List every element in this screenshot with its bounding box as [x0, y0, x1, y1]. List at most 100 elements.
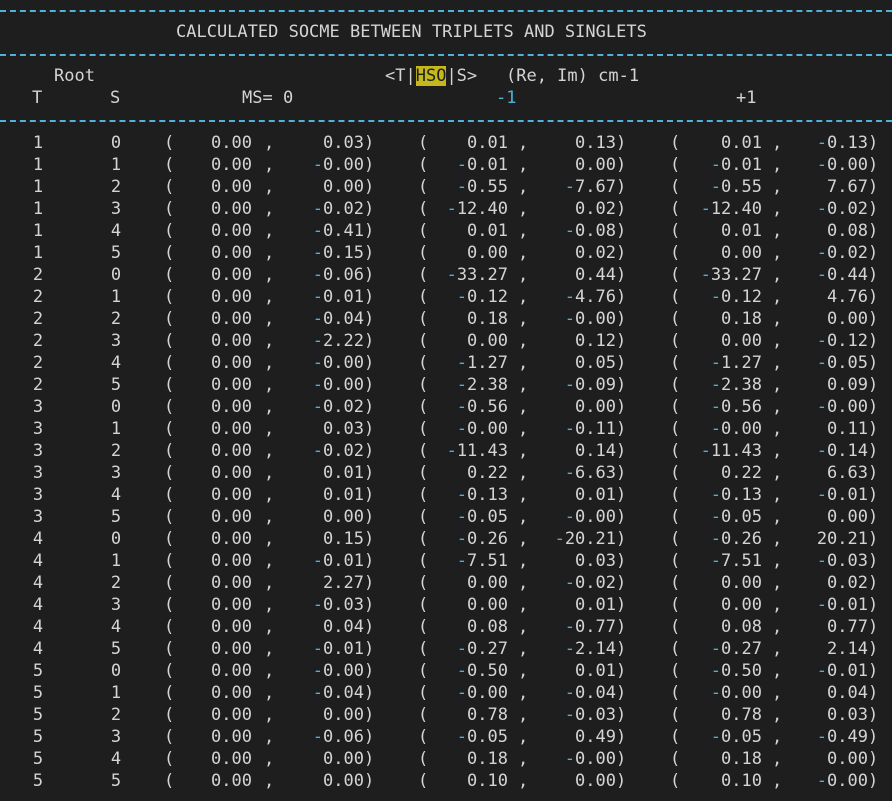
table-row: 1 2 (0.00, 0.00) (-0.55, -7.67) (-0.55, 7.67) [0, 176, 892, 198]
value-cell: -0.00 [710, 683, 762, 703]
triplet-root-cell: 2 [32, 331, 44, 351]
open-paren: ( [164, 507, 175, 527]
value-cell: 0.00 [323, 705, 364, 725]
close-paren: ) [616, 771, 627, 791]
open-paren: ( [164, 353, 175, 373]
open-paren: ( [164, 177, 175, 197]
open-paren: ( [670, 199, 681, 219]
open-paren: ( [418, 639, 429, 659]
value-cell: -0.09 [564, 375, 616, 395]
ms0-header: MS= 0 [242, 88, 294, 108]
table-row: 2 0 (0.00, -0.06) (-33.27, 0.44) (-33.27, -0.44… [0, 264, 892, 286]
singlet-root-cell: 5 [110, 507, 122, 527]
comma: , [772, 683, 783, 703]
open-paren: ( [418, 595, 429, 615]
value-cell: -1.27 [710, 353, 762, 373]
close-paren: ) [868, 133, 879, 153]
open-paren: ( [164, 617, 175, 637]
comma: , [772, 375, 783, 395]
value-cell: 0.00 [211, 177, 252, 197]
comma: , [518, 507, 529, 527]
open-paren: ( [670, 661, 681, 681]
comma: , [772, 507, 783, 527]
value-cell: -33.27 [700, 265, 762, 285]
close-paren: ) [616, 727, 627, 747]
open-paren: ( [418, 749, 429, 769]
comma: , [518, 133, 529, 153]
open-paren: ( [418, 419, 429, 439]
value-cell: 0.01 [323, 485, 364, 505]
comma: , [772, 749, 783, 769]
comma: , [518, 155, 529, 175]
open-paren: ( [164, 705, 175, 725]
comma: , [264, 375, 275, 395]
open-paren: ( [418, 705, 429, 725]
open-paren: ( [418, 221, 429, 241]
table-row: 5 0 (0.00, -0.00) (-0.50, 0.01) (-0.50, -0.01) [0, 660, 892, 682]
comma: , [772, 419, 783, 439]
value-cell: -2.22 [312, 331, 364, 351]
triplet-root-cell: 5 [32, 661, 44, 681]
value-cell: 0.08 [467, 617, 508, 637]
comma: , [772, 397, 783, 417]
table-row: 4 0 (0.00, 0.15) (-0.26, -20.21) (-0.26, 20.21) [0, 528, 892, 550]
value-cell: -0.56 [456, 397, 508, 417]
value-cell: -0.00 [816, 155, 868, 175]
value-cell: 0.13 [575, 133, 616, 153]
triplet-root-cell: 2 [32, 309, 44, 329]
comma: , [518, 309, 529, 329]
table-row: 3 3 (0.00, 0.01) (0.22, -6.63) (0.22, 6.63) [0, 462, 892, 484]
comma: , [264, 397, 275, 417]
close-paren: ) [868, 243, 879, 263]
value-cell: 0.00 [467, 573, 508, 593]
close-paren: ) [868, 375, 879, 395]
value-cell: -0.01 [816, 485, 868, 505]
comma: , [772, 485, 783, 505]
open-paren: ( [164, 287, 175, 307]
value-cell: 0.03 [827, 705, 868, 725]
open-paren: ( [670, 419, 681, 439]
triplet-root-cell: 1 [32, 243, 44, 263]
comma: , [518, 287, 529, 307]
close-paren: ) [364, 243, 375, 263]
table-row: 2 5 (0.00, -0.00) (-2.38, -0.09) (-2.38, 0.09) [0, 374, 892, 396]
table-row: 1 3 (0.00, -0.02) (-12.40, 0.02) (-12.40, -0.02… [0, 198, 892, 220]
comma: , [264, 661, 275, 681]
close-paren: ) [868, 595, 879, 615]
triplet-root-cell: 2 [32, 375, 44, 395]
value-cell: 0.09 [827, 375, 868, 395]
comma: , [772, 309, 783, 329]
value-cell: -0.03 [564, 705, 616, 725]
close-paren: ) [616, 507, 627, 527]
close-paren: ) [868, 639, 879, 659]
table-row: 2 1 (0.00, -0.01) (-0.12, -4.76) (-0.12, 4.76) [0, 286, 892, 308]
value-cell: 0.00 [211, 155, 252, 175]
value-cell: 0.00 [211, 639, 252, 659]
comma: , [264, 507, 275, 527]
close-paren: ) [364, 507, 375, 527]
open-paren: ( [670, 507, 681, 527]
comma: , [264, 683, 275, 703]
value-cell: -11.43 [700, 441, 762, 461]
open-paren: ( [670, 441, 681, 461]
singlet-root-cell: 5 [110, 639, 122, 659]
value-cell: 0.04 [323, 617, 364, 637]
value-cell: 0.00 [211, 243, 252, 263]
table-row: 3 4 (0.00, 0.01) (-0.13, 0.01) (-0.13, -0.01) [0, 484, 892, 506]
open-paren: ( [418, 551, 429, 571]
close-paren: ) [868, 507, 879, 527]
table-row: 4 3 (0.00, -0.03) (0.00, 0.01) (0.00, -0.01) [0, 594, 892, 616]
singlet-root-cell: 5 [110, 243, 122, 263]
value-cell: 2.27 [323, 573, 364, 593]
close-paren: ) [616, 595, 627, 615]
value-cell: -0.05 [456, 507, 508, 527]
table-row: 4 4 (0.00, 0.04) (0.08, -0.77) (0.08, 0.77) [0, 616, 892, 638]
value-cell: 0.00 [467, 243, 508, 263]
singlet-root-cell: 4 [110, 749, 122, 769]
value-cell: 0.03 [575, 551, 616, 571]
separator-title [0, 54, 892, 56]
close-paren: ) [364, 749, 375, 769]
open-paren: ( [670, 243, 681, 263]
close-paren: ) [616, 265, 627, 285]
value-cell: 0.00 [211, 309, 252, 329]
